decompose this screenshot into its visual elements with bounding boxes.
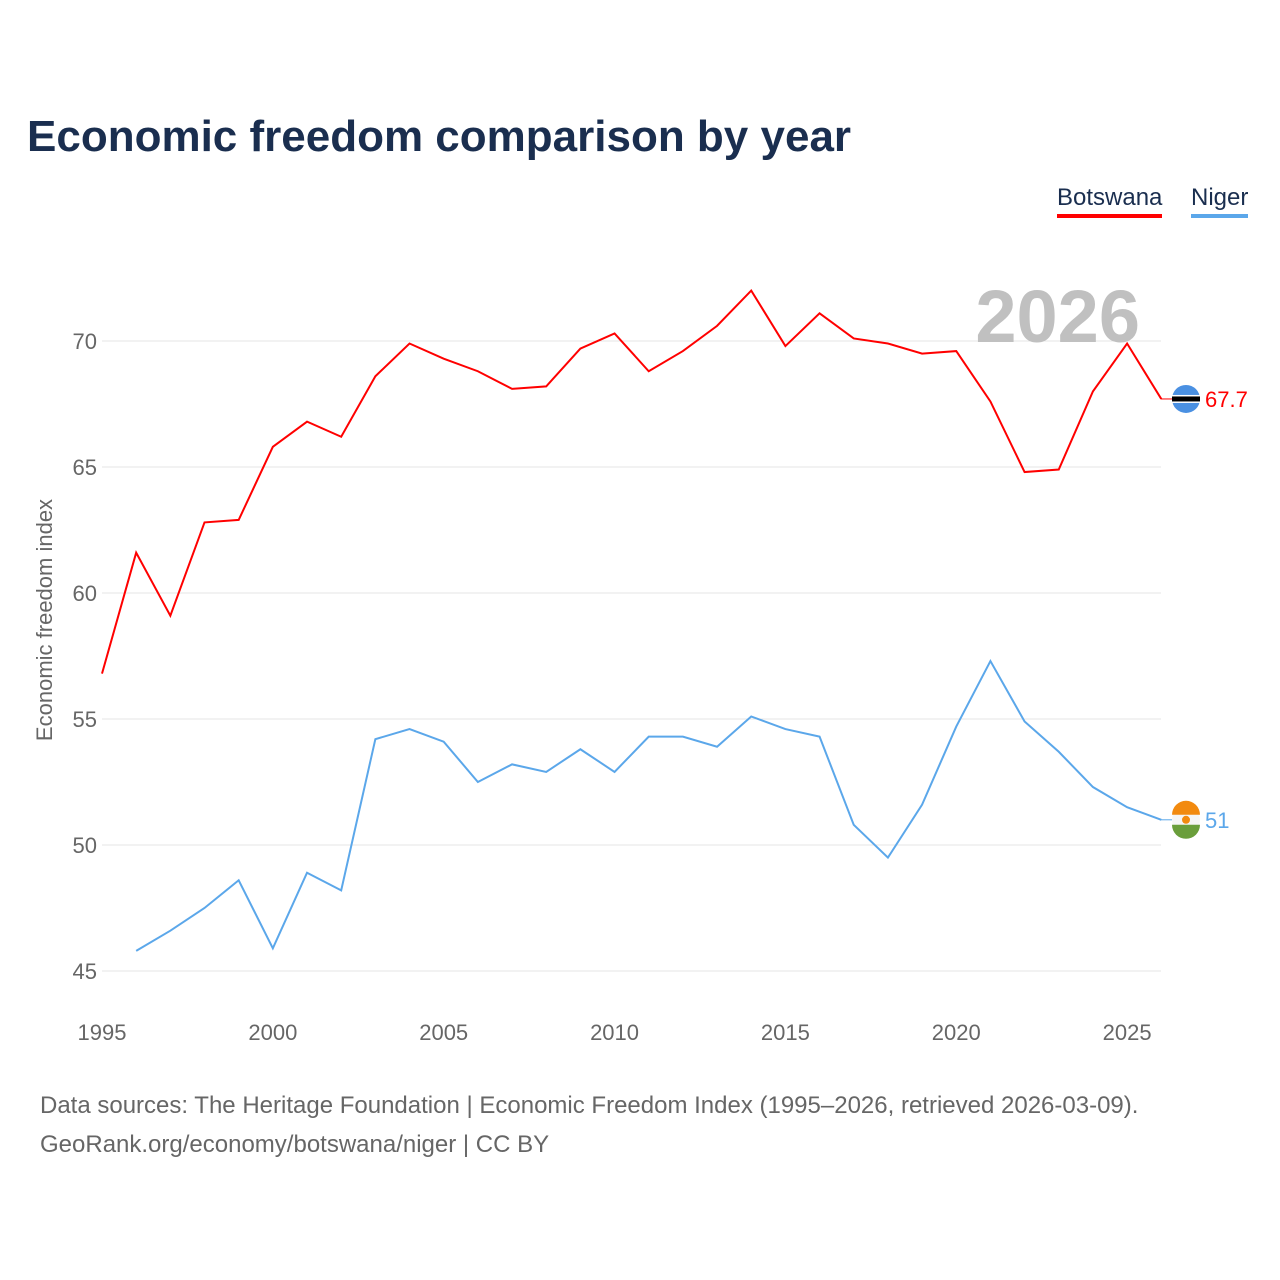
x-tick-label: 2015 [761, 1020, 810, 1045]
y-tick-label: 45 [73, 959, 97, 984]
series-line-niger [135, 658, 1162, 952]
y-axis-label: Economic freedom index [32, 499, 57, 741]
flag-stripe [1172, 800, 1200, 815]
footer: Data sources: The Heritage Foundation | … [40, 1086, 1138, 1164]
y-tick-label: 50 [73, 833, 97, 858]
year-watermark: 2026 [975, 275, 1140, 358]
y-tick-label: 65 [73, 455, 97, 480]
y-tick-label: 60 [73, 581, 97, 606]
x-tick-label: 2010 [590, 1020, 639, 1045]
end-value-label: 67.7 [1205, 387, 1248, 412]
x-tick-label: 2025 [1103, 1020, 1152, 1045]
flag-stripe [1172, 824, 1200, 839]
footer-sources: Data sources: The Heritage Foundation | … [40, 1092, 1139, 1119]
x-tick-label: 1995 [78, 1020, 127, 1045]
legend-botswana[interactable]: Botswana [1057, 184, 1163, 218]
x-tick-label: 2005 [419, 1020, 468, 1045]
flag-stripe [1172, 396, 1200, 402]
legend-niger[interactable]: Niger [1191, 184, 1249, 218]
flag-disc [1182, 815, 1190, 824]
end-value-label: 51 [1205, 808, 1229, 833]
x-tick-label: 2020 [932, 1020, 981, 1045]
y-tick-label: 70 [73, 329, 97, 354]
x-tick-label: 2000 [248, 1020, 297, 1045]
y-tick-label: 55 [73, 707, 97, 732]
chart-title: Economic freedom comparison by year [27, 112, 852, 161]
footer-link[interactable]: GeoRank.org/economy/botswana/niger | CC … [40, 1131, 550, 1158]
series-line-botswana [101, 288, 1163, 674]
